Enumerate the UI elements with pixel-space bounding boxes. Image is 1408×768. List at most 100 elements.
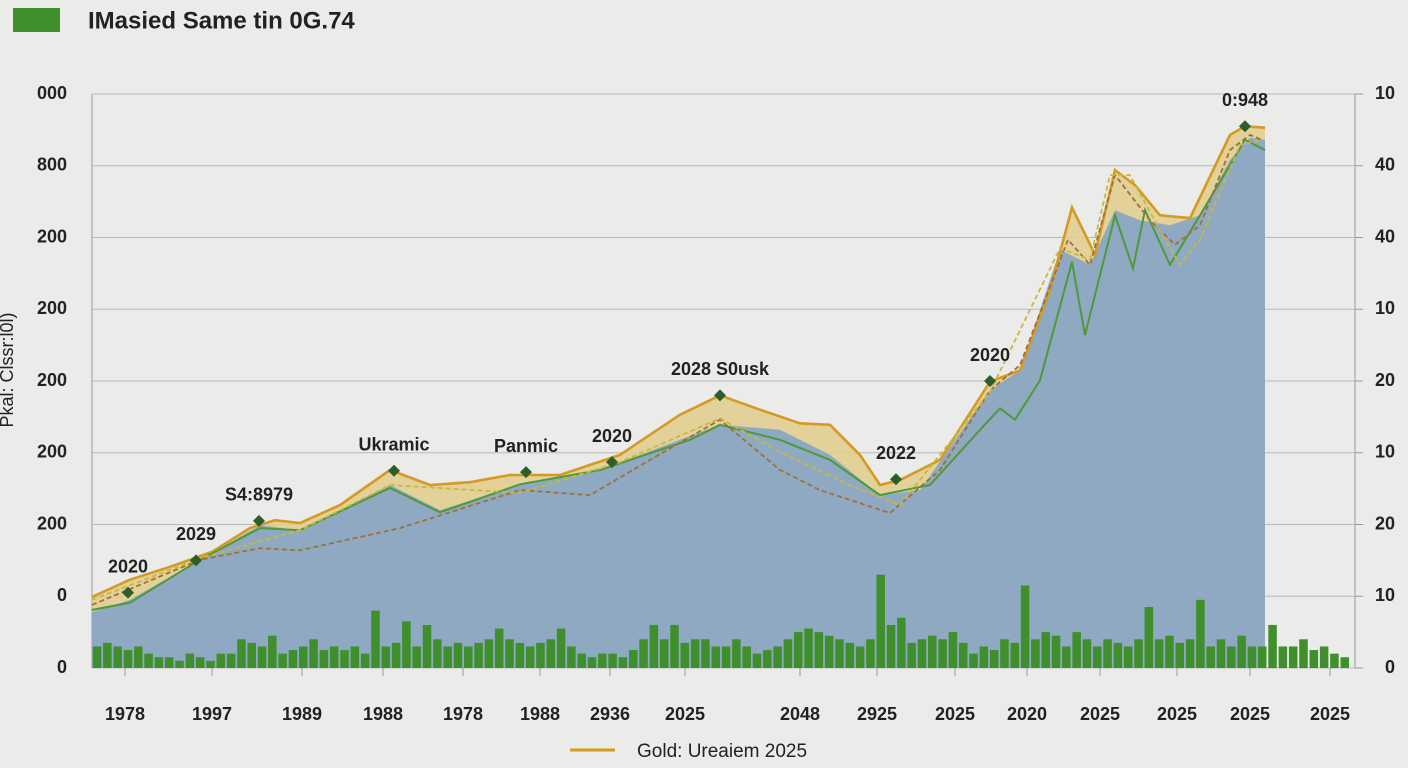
volume-bar [443, 646, 452, 668]
volume-bar [773, 646, 782, 668]
volume-bar [484, 639, 494, 668]
annotation-label: 2022 [876, 443, 916, 463]
volume-bar [536, 642, 545, 668]
volume-bar [422, 624, 432, 668]
volume-bar [763, 650, 772, 668]
annotation-marker [122, 586, 134, 599]
volume-bar [1288, 646, 1298, 668]
volume-bar [711, 646, 720, 668]
volume-bar [845, 642, 855, 668]
volume-bar [164, 657, 174, 668]
volume-bar [237, 639, 246, 668]
line [91, 138, 1266, 611]
volume-bar [1227, 646, 1236, 668]
volume-bar [257, 646, 267, 668]
volume-bar [1319, 646, 1329, 668]
x-tick-label: 1988 [520, 704, 560, 724]
annotation-label: Panmic [494, 436, 558, 456]
volume-bar [319, 650, 329, 668]
volume-bar [556, 628, 566, 668]
volume-bar [1123, 646, 1133, 668]
volume-bar [1206, 646, 1215, 668]
y2-tick-label: 40 [1375, 155, 1395, 175]
volume-bar [1216, 639, 1226, 668]
dashed-line [91, 133, 1263, 606]
volume-bar [92, 646, 102, 668]
y-tick-label: 200 [37, 513, 67, 533]
x-tick-label: 2025 [935, 704, 975, 724]
volume-bar [1330, 653, 1339, 668]
volume-bar [268, 635, 277, 668]
volume-bar [598, 653, 607, 668]
volume-bar [505, 639, 514, 668]
volume-bar [958, 642, 968, 668]
volume-bar [278, 653, 287, 668]
volume-bar [195, 657, 205, 668]
volume-bar [329, 646, 339, 668]
volume-bar [1103, 639, 1112, 668]
volume-bar [453, 642, 463, 668]
x-tick-label: 2048 [780, 704, 820, 724]
title-swatch [13, 8, 60, 32]
volume-bar [371, 610, 380, 668]
volume-bar [474, 642, 483, 668]
chart-title: IMasied Same tin 0G.74 [88, 7, 355, 34]
volume-bar [175, 660, 184, 668]
volume-bar [299, 646, 308, 668]
volume-bar [907, 642, 916, 668]
volume-bar [1062, 646, 1071, 668]
y-axis-label: Pkal: Clssr:l0l) [0, 312, 17, 427]
volume-bar [969, 653, 978, 668]
volume-bar [1196, 599, 1205, 668]
volume-bar [886, 624, 896, 668]
volume-bar [721, 646, 731, 668]
annotation-marker [190, 554, 202, 567]
volume-bar [855, 646, 865, 668]
volume-bar [103, 642, 112, 668]
volume-bar [793, 632, 803, 668]
volume-bar [185, 653, 195, 668]
annotation-label: 2020 [108, 556, 148, 576]
volume-bar [1000, 639, 1009, 668]
volume-bar [628, 650, 638, 668]
annotation-label: 2020 [970, 345, 1010, 365]
annotation-marker [890, 473, 902, 486]
volume-bar [979, 646, 989, 668]
volume-bar [546, 639, 556, 668]
annotation-marker [388, 464, 400, 477]
y-tick-label: 200 [37, 370, 67, 390]
x-tick-label: 2025 [665, 704, 705, 724]
x-tick-label: 2025 [1157, 704, 1197, 724]
volume-bar [824, 635, 834, 668]
y2-tick-label: 40 [1375, 226, 1395, 246]
volume-bar [1144, 607, 1154, 668]
volume-bar [525, 646, 535, 668]
annotation-marker [520, 466, 532, 479]
x-tick-label: 2020 [1007, 704, 1047, 724]
dashed-line [91, 139, 1263, 601]
volume-bar [938, 639, 947, 668]
volume-bar [1340, 657, 1349, 668]
volume-bar [1309, 650, 1319, 668]
y-tick-label: 200 [37, 226, 67, 246]
volume-bar [814, 632, 824, 668]
volume-bar [226, 653, 236, 668]
volume-bar [113, 646, 122, 668]
y-tick-label: 200 [37, 442, 67, 462]
volume-bar [1051, 635, 1061, 668]
volume-bar [1082, 639, 1092, 668]
annotation-marker [1239, 120, 1251, 133]
x-tick-label: 2025 [1310, 704, 1350, 724]
x-tick-label: 1997 [192, 704, 232, 724]
x-tick-label: 1989 [282, 704, 322, 724]
volume-bar [154, 657, 164, 668]
annotation-label: 2020 [592, 426, 632, 446]
volume-bar [928, 635, 937, 668]
volume-bar [1093, 646, 1102, 668]
volume-bar [1154, 639, 1164, 668]
volume-bar [639, 639, 648, 668]
volume-bar [1237, 635, 1246, 668]
annotation-label: 0:948 [1222, 90, 1268, 110]
area [92, 137, 1265, 669]
